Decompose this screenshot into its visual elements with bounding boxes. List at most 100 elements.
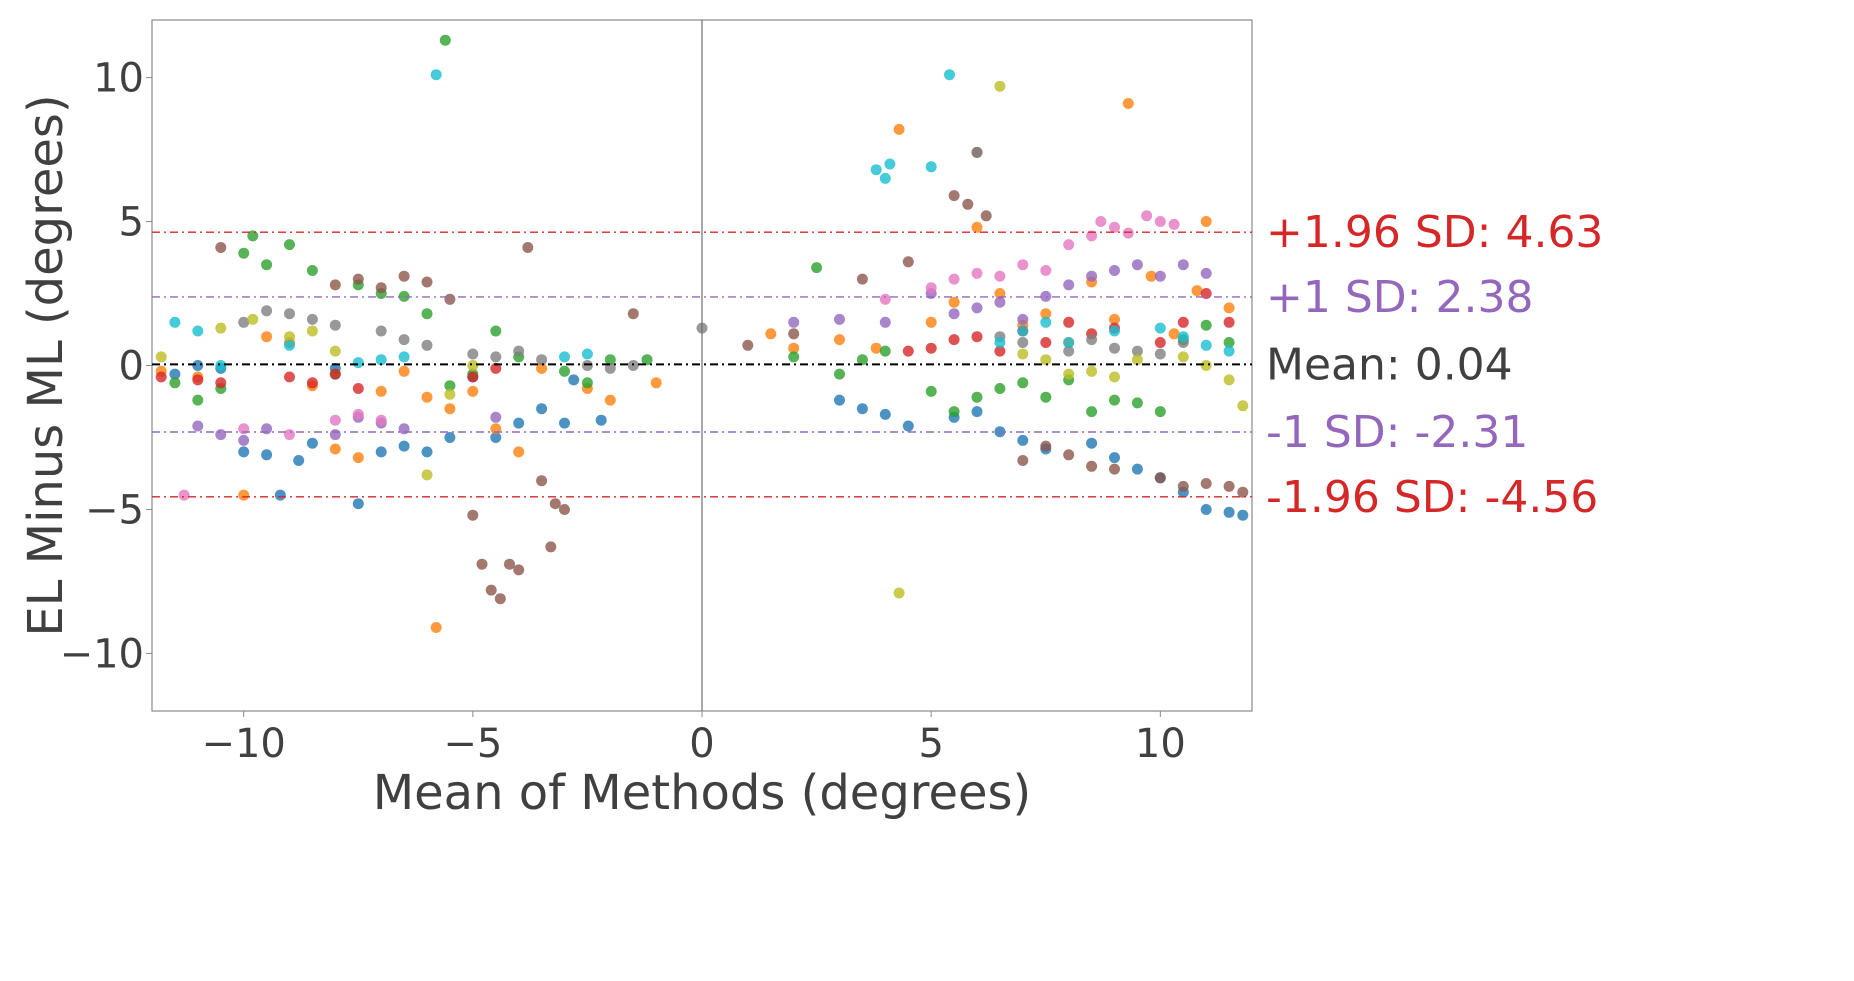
point-olive-7	[444, 388, 456, 400]
point-olive-0	[155, 351, 167, 363]
point-pink-9	[971, 267, 983, 279]
point-orange-27	[971, 221, 983, 233]
point-brown-3	[375, 282, 387, 294]
point-green-22	[788, 351, 800, 363]
point-purple-10	[834, 313, 845, 325]
point-cyan-7	[430, 69, 442, 81]
y-tick-label-1: 5	[119, 200, 144, 246]
point-blue-28	[1017, 434, 1029, 446]
point-red-8	[490, 362, 502, 374]
point-olive-12	[1040, 354, 1052, 366]
point-green-30	[994, 383, 1006, 394]
point-red-5	[329, 368, 341, 380]
point-green-4	[247, 230, 259, 242]
point-blue-17	[536, 403, 548, 415]
point-cyan-1	[192, 325, 204, 337]
point-olive-5	[329, 345, 341, 357]
y-axis-label: EL Minus ML (degrees)	[18, 94, 74, 636]
point-cyan-22	[1200, 339, 1212, 351]
point-green-36	[1131, 397, 1143, 409]
point-brown-1	[329, 279, 341, 291]
point-orange-39	[1223, 302, 1235, 314]
point-green-1	[192, 394, 204, 406]
point-gray-5	[375, 325, 387, 337]
point-blue-16	[513, 417, 525, 429]
point-cyan-21	[1177, 331, 1189, 343]
point-green-18	[559, 365, 570, 377]
point-olive-11	[1017, 348, 1029, 360]
point-olive-16	[1131, 354, 1143, 366]
point-purple-16	[1017, 313, 1029, 325]
point-red-21	[1200, 288, 1212, 299]
point-red-12	[971, 331, 983, 343]
point-purple-24	[1200, 267, 1212, 279]
point-olive-19	[1223, 374, 1235, 386]
point-blue-4	[261, 449, 273, 461]
point-green-26	[879, 345, 891, 357]
point-red-2	[215, 377, 227, 389]
y-tick-label-4: −10	[60, 631, 144, 677]
point-cyan-5	[375, 354, 387, 366]
point-brown-26	[980, 210, 992, 222]
point-brown-13	[522, 242, 534, 253]
point-orange-8	[375, 385, 387, 397]
point-olive-14	[1086, 365, 1098, 377]
reference-lines: +1.96 SD: 4.63 +1 SD: 2.38 Mean: 0.04 -1 SD…	[152, 207, 1603, 523]
series-brown	[215, 146, 1249, 605]
point-pink-8	[948, 273, 960, 285]
point-olive-17	[1177, 351, 1189, 363]
point-green-20	[604, 354, 616, 366]
point-gray-2	[284, 308, 295, 320]
point-brown-5	[421, 276, 433, 288]
point-gray-16	[971, 146, 983, 158]
series-olive	[155, 80, 1249, 599]
point-pink-4	[352, 408, 364, 420]
point-orange-37	[1191, 285, 1203, 297]
point-pink-19	[1154, 216, 1166, 227]
y-tick-label-3: −5	[85, 487, 144, 533]
x-tick-label-4: 10	[1135, 721, 1186, 767]
point-brown-19	[742, 339, 754, 351]
point-green-19	[581, 377, 593, 389]
point-red-7	[467, 371, 479, 383]
point-gray-1	[261, 305, 273, 317]
point-blue-36	[1223, 506, 1235, 518]
point-blue-21	[834, 394, 845, 406]
point-orange-11	[430, 622, 442, 633]
point-orange-35	[1145, 270, 1157, 282]
point-red-6	[352, 383, 364, 394]
point-pink-18	[1141, 210, 1153, 222]
point-orange-16	[536, 362, 548, 374]
point-orange-12	[444, 403, 456, 415]
point-green-21	[641, 354, 653, 366]
point-olive-8	[467, 360, 479, 371]
point-pink-7	[925, 282, 937, 294]
point-orange-10	[421, 391, 433, 403]
point-pink-3	[329, 414, 341, 426]
point-olive-1	[215, 322, 227, 334]
y-tick-label-0: 10	[93, 56, 144, 102]
point-gray-14	[627, 360, 639, 371]
point-blue-15	[490, 432, 502, 443]
point-cyan-10	[870, 164, 882, 176]
point-cyan-23	[1223, 345, 1235, 357]
point-purple-2	[238, 434, 250, 446]
point-purple-11	[879, 316, 891, 328]
point-brown-7	[467, 509, 479, 521]
point-orange-22	[834, 334, 845, 346]
point-brown-2	[352, 273, 364, 285]
point-olive-15	[1109, 371, 1120, 383]
point-red-19	[1154, 337, 1166, 348]
point-red-3	[284, 371, 295, 383]
point-olive-20	[1237, 400, 1249, 412]
point-pink-11	[1017, 259, 1029, 271]
point-orange-13	[467, 385, 479, 397]
point-orange-23	[870, 342, 882, 354]
point-brown-14	[536, 475, 548, 487]
point-red-15	[1040, 337, 1052, 348]
point-brown-17	[545, 541, 557, 553]
point-gray-9	[490, 351, 502, 363]
point-brown-18	[627, 308, 639, 320]
point-olive-2	[247, 313, 259, 325]
point-brown-8	[476, 558, 488, 570]
